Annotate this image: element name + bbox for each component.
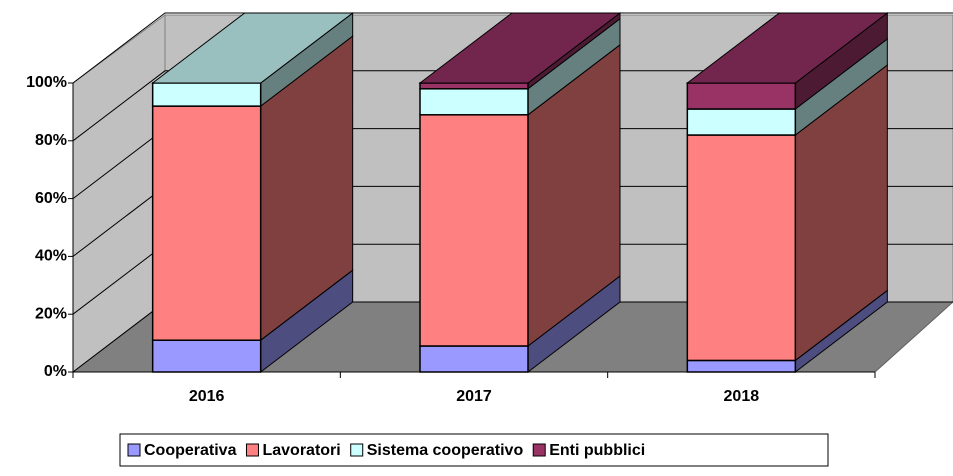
grid-line: [72, 70, 953, 142]
y-tick-label: 60%: [35, 190, 67, 207]
bar: [686, 134, 797, 362]
bar: [151, 339, 262, 373]
bar: [419, 345, 529, 373]
legend: [119, 433, 829, 467]
legend-label: Cooperativa: [144, 442, 237, 459]
bar: [419, 114, 529, 347]
grid-line: [72, 12, 953, 84]
x-tick-label: 2017: [456, 388, 492, 405]
legend-label: Sistema cooperativo: [367, 442, 524, 459]
x-tick-label: 2018: [724, 388, 760, 405]
bar-top: [151, 12, 355, 84]
bar: [419, 82, 529, 90]
bar: [419, 88, 529, 116]
y-tick-label: 80%: [35, 132, 67, 149]
legend-swatch: [127, 443, 141, 457]
legend-swatch: [532, 443, 546, 457]
bar: [686, 359, 797, 373]
y-tick-label: 0%: [44, 363, 67, 380]
bar: [151, 82, 262, 107]
bar-top: [418, 12, 622, 84]
y-tick-label: 100%: [26, 74, 67, 91]
legend-label: Enti pubblici: [549, 442, 645, 459]
legend-swatch: [350, 443, 364, 457]
bar-top: [685, 12, 889, 84]
y-tick-label: 20%: [35, 305, 67, 322]
legend-label: Lavoratori: [262, 442, 340, 459]
y-tick-label: 40%: [35, 248, 67, 265]
bar: [151, 105, 262, 341]
bar: [686, 82, 797, 110]
legend-swatch: [245, 443, 259, 457]
bar: [686, 108, 797, 136]
x-tick-label: 2016: [189, 388, 225, 405]
